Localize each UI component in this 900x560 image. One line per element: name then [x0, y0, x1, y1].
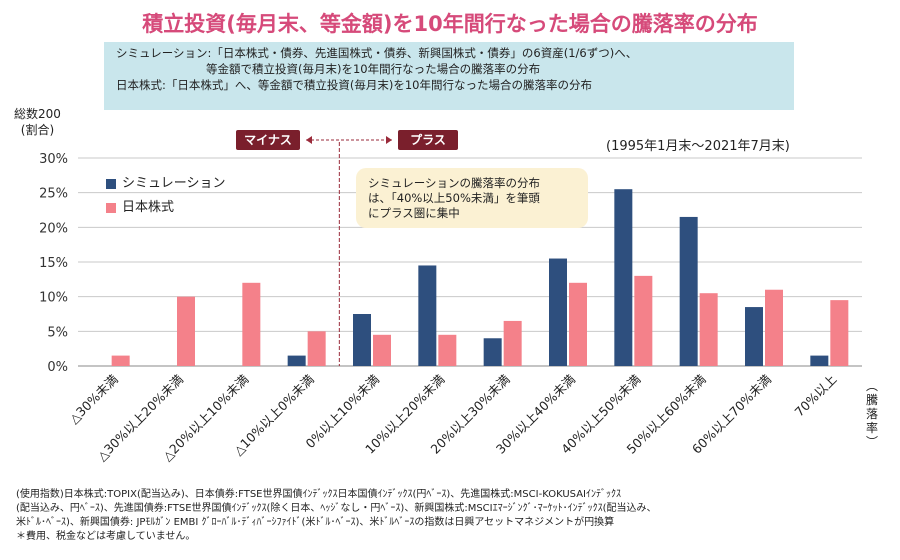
- annotation-line-1: シミュレーションの騰落率の分布: [368, 176, 541, 190]
- bar-japan: [830, 300, 849, 366]
- footnote-line-4: ＊費用、税金などは考慮していません。: [16, 531, 196, 542]
- footnote-line-2: (配当込み、円ﾍﾞｰｽ)、先進国債券:FTSE世界国債ｲﾝﾃﾞｯｸｽ(除く日本、…: [16, 503, 657, 514]
- annotation-line-2: は、「40%以上50%未満」を筆頭: [368, 191, 540, 205]
- bar-simulation: [483, 338, 502, 366]
- annotation-box: シミュレーションの騰落率の分布 は、「40%以上50%未満」を筆頭 にプラス圏に…: [356, 168, 588, 228]
- bar-japan: [307, 331, 326, 366]
- annotation-line-3: にプラス圏に集中: [368, 206, 460, 220]
- bar-japan: [242, 282, 261, 366]
- bar-japan: [373, 334, 391, 366]
- bar-japan: [111, 355, 130, 366]
- y-axis-label-line-1: 総数200: [14, 107, 61, 121]
- bar-chart: 0%5%10%15%20%25%30%△30%未満△30%以上20%未満△20%…: [39, 136, 878, 464]
- footnote: (使用指数)日本株式:TOPIX(配当込み)、日本債券:FTSE世界国債ｲﾝﾃﾞ…: [16, 488, 892, 544]
- y-axis-label-line-2: (割合): [20, 123, 55, 137]
- y-tick-label: 10%: [39, 291, 68, 306]
- x-tick-label: △30%未満: [66, 372, 121, 427]
- bar-simulation: [549, 258, 567, 366]
- bar-japan: [503, 320, 522, 366]
- bar-japan: [177, 296, 195, 366]
- y-axis-label: 総数200 (割合): [14, 106, 61, 138]
- x-tick-label: 70%以上: [792, 372, 840, 420]
- y-tick-label: 5%: [47, 325, 68, 340]
- bar-japan: [438, 334, 457, 366]
- y-tick-label: 20%: [39, 221, 68, 236]
- info-line-2: 等金額で積立投資(毎月末)を10年間行なった場合の騰落率の分布: [206, 62, 541, 76]
- bar-simulation: [614, 189, 633, 366]
- footnote-line-1: (使用指数)日本株式:TOPIX(配当込み)、日本債券:FTSE世界国債ｲﾝﾃﾞ…: [16, 489, 622, 500]
- footnote-line-3: 米ﾄﾞﾙ･ﾍﾞｰｽ)、新興国債券: JPﾓﾙｶﾞﾝ EMBI ｸﾞﾛｰﾊﾞﾙ･ﾃ…: [16, 517, 615, 528]
- bar-japan: [765, 289, 783, 366]
- bar-japan: [634, 275, 653, 366]
- chart-title: 積立投資(毎月末、等金額)を10年間行なった場合の騰落率の分布: [142, 12, 758, 36]
- bar-simulation: [810, 355, 829, 366]
- x-axis-label-char: ︵: [866, 379, 878, 393]
- legend-label-japan: 日本株式: [122, 200, 175, 215]
- period-label: (1995年1月末～2021年7月末): [606, 139, 790, 154]
- y-tick-label: 30%: [39, 152, 68, 167]
- arrow-head-left: [306, 136, 312, 144]
- plus-tag: プラス: [398, 130, 458, 150]
- arrow-head-right: [386, 136, 392, 144]
- legend-label-simulation: シミュレーション: [122, 176, 226, 191]
- legend-simulation: シミュレーション: [106, 172, 225, 191]
- x-axis-label-char: ︶: [866, 435, 878, 449]
- minus-tag: マイナス: [236, 130, 300, 150]
- legend-swatch-japan: [106, 202, 116, 213]
- x-axis-label-char: 落: [866, 407, 878, 421]
- bar-simulation: [679, 216, 698, 366]
- bar-simulation: [745, 307, 763, 366]
- legend-japan: 日本株式: [106, 196, 174, 215]
- y-tick-label: 0%: [47, 360, 68, 375]
- info-box: シミュレーション:「日本株式・債券、先進国株式・債券、新興国株式・債券」の6資産…: [104, 42, 794, 110]
- info-line-1: シミュレーション:「日本株式・債券、先進国株式・債券、新興国株式・債券」の6資産…: [116, 46, 638, 60]
- bar-japan: [699, 293, 718, 366]
- bar-japan: [569, 282, 587, 366]
- y-tick-label: 15%: [39, 256, 68, 271]
- y-tick-label: 25%: [39, 187, 68, 202]
- info-line-3: 日本株式:「日本株式」へ、等金額で積立投資(毎月末)を10年間行なった場合の騰落…: [116, 78, 592, 92]
- legend-swatch-simulation: [106, 178, 116, 189]
- bar-simulation: [353, 314, 371, 366]
- bar-simulation: [418, 265, 437, 366]
- bar-simulation: [287, 355, 306, 366]
- x-axis-label-char: 率: [866, 420, 878, 435]
- x-axis-label-char: 騰: [866, 392, 878, 407]
